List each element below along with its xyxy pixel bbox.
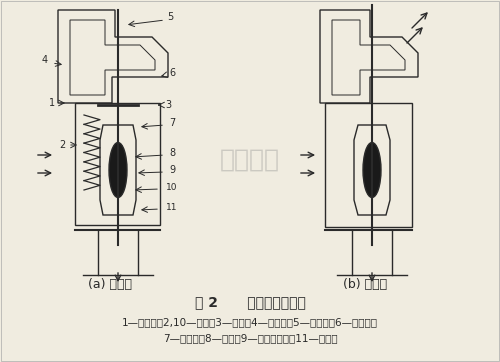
Text: 顶匮电气: 顶匮电气 [220,148,280,172]
Text: 5: 5 [167,12,173,22]
Ellipse shape [109,143,127,198]
Bar [75,103,160,225]
Text: 1—下支架；2,10—弹簧；3—阀座；4—上支架；5—反推杆；6—主阀门；: 1—下支架；2,10—弹簧；3—阀座；4—上支架；5—反推杆；6—主阀门； [122,317,378,327]
Text: 3: 3 [165,100,171,110]
Text: (a) 小循环: (a) 小循环 [88,278,132,291]
Text: 图 2      蜡式双阀节温器: 图 2 蜡式双阀节温器 [194,295,306,309]
Text: (b) 大循环: (b) 大循环 [343,278,387,291]
Text: 7—橡胶套；8—石蜡；9—感温器外壳；11—副阀门: 7—橡胶套；8—石蜡；9—感温器外壳；11—副阀门 [162,333,338,343]
Text: 10: 10 [166,182,178,191]
Bar [325,103,412,227]
Text: 6: 6 [169,68,175,78]
Text: 11: 11 [166,202,178,211]
Text: 2: 2 [59,140,65,150]
Text: 1: 1 [49,98,55,108]
Text: 9: 9 [169,165,175,175]
Text: 8: 8 [169,148,175,158]
Text: 7: 7 [169,118,175,128]
Text: 4: 4 [42,55,48,65]
Ellipse shape [363,143,381,198]
